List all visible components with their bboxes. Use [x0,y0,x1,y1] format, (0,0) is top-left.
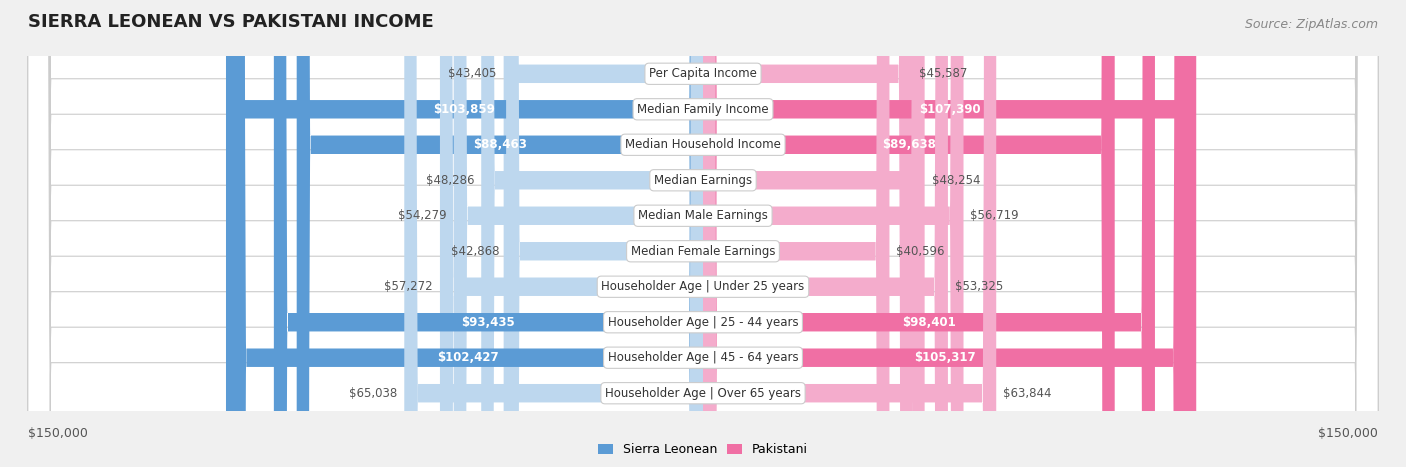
FancyBboxPatch shape [28,0,1378,467]
Text: $42,868: $42,868 [451,245,499,258]
FancyBboxPatch shape [703,0,1154,467]
FancyBboxPatch shape [703,0,1115,467]
FancyBboxPatch shape [703,0,925,467]
Text: Median Female Earnings: Median Female Earnings [631,245,775,258]
Text: $102,427: $102,427 [437,351,499,364]
Text: SIERRA LEONEAN VS PAKISTANI INCOME: SIERRA LEONEAN VS PAKISTANI INCOME [28,13,433,31]
Text: $65,038: $65,038 [349,387,398,400]
Text: $48,254: $48,254 [932,174,980,187]
Text: $56,719: $56,719 [970,209,1019,222]
Text: $150,000: $150,000 [1319,427,1378,440]
Text: $150,000: $150,000 [28,427,87,440]
FancyBboxPatch shape [28,0,1378,467]
Text: $88,463: $88,463 [472,138,527,151]
FancyBboxPatch shape [481,0,703,467]
FancyBboxPatch shape [226,0,703,467]
FancyBboxPatch shape [503,0,703,467]
Text: $103,859: $103,859 [433,103,495,116]
FancyBboxPatch shape [506,0,703,467]
FancyBboxPatch shape [28,0,1378,467]
FancyBboxPatch shape [703,0,948,467]
Text: Householder Age | Over 65 years: Householder Age | Over 65 years [605,387,801,400]
FancyBboxPatch shape [28,0,1378,467]
Text: Source: ZipAtlas.com: Source: ZipAtlas.com [1246,18,1378,31]
Text: $57,272: $57,272 [384,280,433,293]
FancyBboxPatch shape [28,0,1378,467]
FancyBboxPatch shape [703,0,912,467]
Legend: Sierra Leonean, Pakistani: Sierra Leonean, Pakistani [593,439,813,461]
FancyBboxPatch shape [454,0,703,467]
FancyBboxPatch shape [28,0,1378,467]
FancyBboxPatch shape [297,0,703,467]
Text: $107,390: $107,390 [918,103,980,116]
Text: Per Capita Income: Per Capita Income [650,67,756,80]
FancyBboxPatch shape [405,0,703,467]
Text: Householder Age | 25 - 44 years: Householder Age | 25 - 44 years [607,316,799,329]
FancyBboxPatch shape [703,0,997,467]
Text: $54,279: $54,279 [398,209,447,222]
FancyBboxPatch shape [703,0,1197,467]
Text: $93,435: $93,435 [461,316,516,329]
FancyBboxPatch shape [28,0,1378,467]
Text: $48,286: $48,286 [426,174,474,187]
FancyBboxPatch shape [703,0,890,467]
Text: $53,325: $53,325 [955,280,1002,293]
FancyBboxPatch shape [232,0,703,467]
Text: Median Household Income: Median Household Income [626,138,780,151]
FancyBboxPatch shape [28,0,1378,467]
Text: Median Earnings: Median Earnings [654,174,752,187]
Text: Median Male Earnings: Median Male Earnings [638,209,768,222]
Text: $63,844: $63,844 [1002,387,1052,400]
Text: $45,587: $45,587 [920,67,967,80]
Text: $40,596: $40,596 [897,245,945,258]
Text: Median Family Income: Median Family Income [637,103,769,116]
Text: $105,317: $105,317 [914,351,976,364]
FancyBboxPatch shape [440,0,703,467]
FancyBboxPatch shape [703,0,1187,467]
Text: Householder Age | Under 25 years: Householder Age | Under 25 years [602,280,804,293]
Text: $89,638: $89,638 [882,138,936,151]
FancyBboxPatch shape [703,0,963,467]
FancyBboxPatch shape [274,0,703,467]
Text: $43,405: $43,405 [449,67,496,80]
FancyBboxPatch shape [28,0,1378,467]
Text: $98,401: $98,401 [903,316,956,329]
Text: Householder Age | 45 - 64 years: Householder Age | 45 - 64 years [607,351,799,364]
FancyBboxPatch shape [28,0,1378,467]
